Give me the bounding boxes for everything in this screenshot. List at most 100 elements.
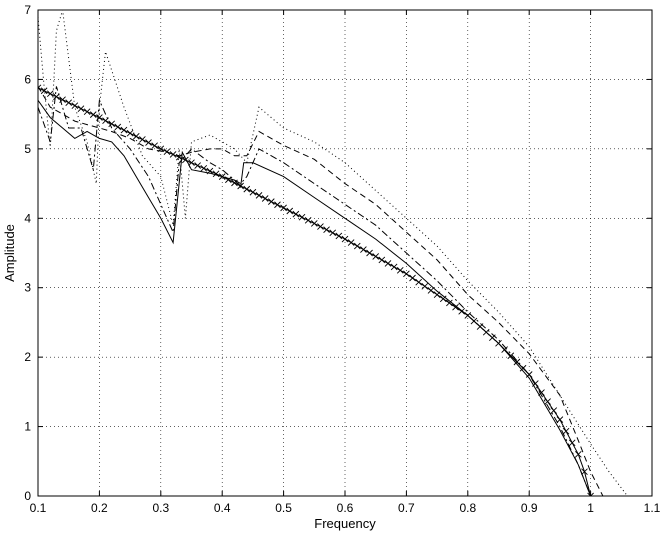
series-marker bbox=[470, 317, 478, 325]
series-marker bbox=[304, 217, 312, 224]
series-marker bbox=[243, 185, 251, 193]
y-tick-label: 0 bbox=[24, 489, 31, 503]
series-marker bbox=[274, 201, 281, 209]
y-axis: 0 1 2 3 4 5 6 7 bbox=[24, 3, 652, 503]
y-axis-label: Amplitude bbox=[2, 224, 17, 282]
series-marker bbox=[46, 90, 54, 98]
x-tick-label: 0.5 bbox=[275, 501, 292, 515]
series-marker bbox=[188, 159, 195, 167]
series-marker bbox=[218, 173, 226, 180]
series-layer bbox=[38, 10, 628, 496]
series-marker bbox=[390, 263, 398, 271]
x-axis: 0.1 0.2 0.3 0.4 0.5 0.6 0.7 0.8 0.9 1 1.1 bbox=[30, 10, 661, 515]
series-marker bbox=[175, 153, 183, 161]
series-marker bbox=[581, 468, 588, 476]
series-marker bbox=[96, 114, 103, 121]
series-marker bbox=[335, 232, 343, 240]
y-tick-label: 5 bbox=[24, 142, 31, 156]
series-marker bbox=[347, 239, 355, 246]
x-tick-label: 0.7 bbox=[398, 501, 415, 515]
series-marker bbox=[65, 99, 73, 107]
series-marker bbox=[464, 312, 472, 319]
series-marker bbox=[415, 278, 422, 286]
series-marker bbox=[427, 287, 435, 294]
x-tick-label: 0.4 bbox=[214, 501, 231, 515]
series-marker bbox=[268, 198, 275, 205]
series-marker bbox=[568, 439, 576, 447]
x-tick-label: 1.1 bbox=[644, 501, 661, 515]
series-marker bbox=[59, 96, 66, 104]
series-line-3 bbox=[38, 86, 604, 496]
series-line-2 bbox=[38, 86, 592, 496]
x-tick-label: 0.8 bbox=[459, 501, 476, 515]
series-marker bbox=[538, 389, 545, 396]
series-marker bbox=[102, 117, 109, 125]
y-tick-label: 2 bbox=[24, 350, 31, 364]
x-tick-label: 0.6 bbox=[337, 501, 354, 515]
series-marker bbox=[575, 451, 582, 458]
series-marker bbox=[310, 220, 318, 227]
x-tick-label: 1 bbox=[587, 501, 594, 515]
series-marker bbox=[433, 291, 441, 298]
series-marker bbox=[151, 142, 158, 150]
series-marker bbox=[439, 295, 447, 303]
series-marker bbox=[532, 380, 539, 387]
x-tick-label: 0.3 bbox=[152, 501, 169, 515]
series-marker bbox=[329, 229, 337, 237]
y-tick-label: 7 bbox=[24, 3, 31, 17]
series-marker bbox=[225, 176, 232, 184]
series-marker bbox=[587, 492, 594, 496]
series-marker bbox=[507, 352, 515, 360]
series-marker bbox=[476, 323, 484, 330]
y-tick-label: 3 bbox=[24, 281, 31, 295]
series-marker bbox=[280, 204, 287, 212]
series-marker bbox=[194, 162, 201, 169]
series-marker bbox=[120, 126, 128, 134]
series-marker bbox=[513, 358, 521, 366]
series-marker bbox=[341, 235, 349, 243]
series-marker bbox=[556, 416, 564, 423]
series-marker bbox=[145, 139, 152, 146]
series-line-4 bbox=[38, 10, 628, 496]
series-marker bbox=[89, 111, 97, 118]
series-marker bbox=[501, 346, 508, 353]
series-marker bbox=[378, 256, 386, 264]
x-tick-label: 0.1 bbox=[30, 501, 47, 515]
series-marker bbox=[40, 87, 48, 95]
series-marker bbox=[169, 151, 177, 158]
series-marker bbox=[237, 182, 244, 190]
y-tick-label: 4 bbox=[24, 211, 31, 225]
series-marker bbox=[353, 242, 361, 250]
series-marker bbox=[261, 195, 269, 202]
series-marker bbox=[317, 223, 324, 230]
x-axis-label: Frequency bbox=[314, 516, 376, 531]
series-marker bbox=[421, 283, 429, 290]
series-marker bbox=[323, 226, 330, 234]
series-marker bbox=[458, 308, 465, 315]
series-marker bbox=[108, 120, 115, 128]
series-marker bbox=[482, 328, 490, 336]
series-marker bbox=[519, 364, 527, 372]
series-marker bbox=[71, 102, 79, 109]
series-marker bbox=[206, 167, 214, 175]
series-clip bbox=[38, 10, 628, 496]
series-marker bbox=[53, 93, 60, 101]
series-marker bbox=[77, 105, 85, 112]
x-tick-label: 0.9 bbox=[521, 501, 538, 515]
series-marker bbox=[231, 179, 238, 187]
series-marker bbox=[182, 156, 189, 164]
series-marker bbox=[489, 334, 496, 342]
series-marker bbox=[286, 207, 294, 215]
series-marker bbox=[372, 253, 380, 260]
series-marker bbox=[139, 136, 146, 143]
series-marker bbox=[403, 270, 410, 278]
series-marker bbox=[298, 213, 306, 221]
series-marker bbox=[446, 299, 453, 307]
series-marker bbox=[396, 267, 404, 274]
series-marker bbox=[366, 249, 373, 257]
series-marker bbox=[157, 145, 165, 153]
series-marker bbox=[126, 129, 134, 137]
series-marker bbox=[384, 260, 392, 267]
